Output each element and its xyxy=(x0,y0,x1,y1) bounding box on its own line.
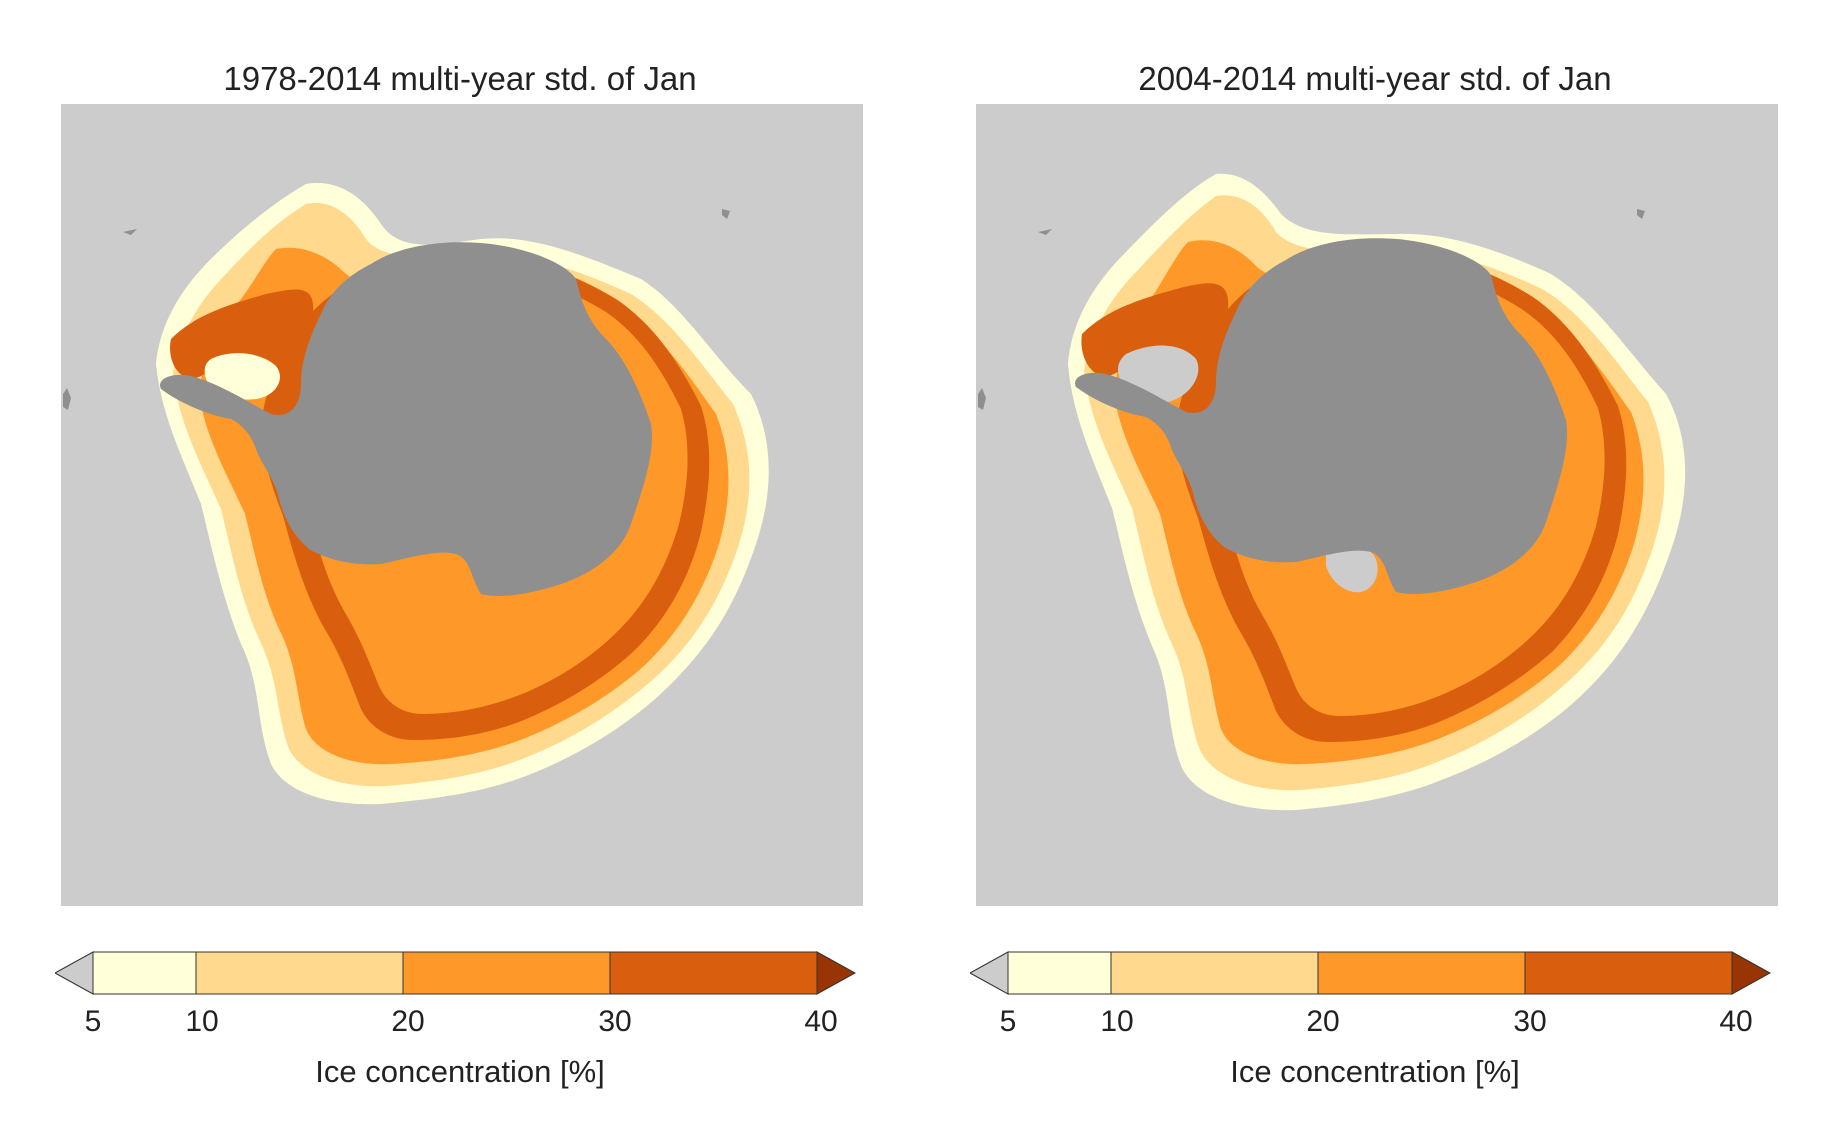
right-colorbar xyxy=(970,951,1772,995)
colorbar-tick: 5 xyxy=(999,1005,1017,1038)
colorbar-bin-5-10 xyxy=(92,951,197,995)
colorbar-bin-10-20 xyxy=(195,951,404,995)
colorbar-bin-5-10 xyxy=(1007,951,1112,995)
colorbar-tick: 10 xyxy=(1100,1005,1134,1038)
colorbar-under-arrow xyxy=(55,951,94,995)
right-panel-title: 2004-2014 multi-year std. of Jan xyxy=(1138,60,1612,97)
antarctica-land xyxy=(1075,238,1567,594)
colorbar-tick: 30 xyxy=(598,1005,632,1038)
colorbar-under-arrow xyxy=(970,951,1009,995)
colorbar-bin-20-30 xyxy=(402,951,611,995)
island-1 xyxy=(1038,229,1052,235)
left-map xyxy=(61,104,863,906)
left-panel: 1978-2014 multi-year std. of Jan 5 10 20… xyxy=(55,0,865,1146)
colorbar-tick: 20 xyxy=(1306,1005,1340,1038)
ice-band-5-10-pocket xyxy=(204,353,280,400)
colorbar-tick: 5 xyxy=(84,1005,102,1038)
ice-band-30-40-west xyxy=(1081,283,1229,377)
island-1 xyxy=(123,229,137,235)
antarctica-land xyxy=(160,242,652,596)
colorbar-tick: 40 xyxy=(804,1005,838,1038)
colorbar-tick: 30 xyxy=(1513,1005,1547,1038)
colorbar-bin-10-20 xyxy=(1110,951,1319,995)
colorbar-bin-20-30 xyxy=(1317,951,1526,995)
colorbar-over-arrow xyxy=(816,951,857,995)
left-panel-title: 1978-2014 multi-year std. of Jan xyxy=(223,60,697,97)
colorbar-tick: 40 xyxy=(1719,1005,1753,1038)
ice-band-30-40-west xyxy=(170,289,314,379)
right-panel: 2004-2014 multi-year std. of Jan 5 10 20… xyxy=(970,0,1780,1146)
colorbar-over-arrow xyxy=(1731,951,1772,995)
colorbar-bin-30-40 xyxy=(609,951,818,995)
colorbar-label: Ice concentration [%] xyxy=(315,1054,605,1089)
island-2 xyxy=(1637,209,1645,219)
left-colorbar xyxy=(55,951,857,995)
colorbar-bin-30-40 xyxy=(1524,951,1733,995)
colorbar-tick: 10 xyxy=(185,1005,219,1038)
right-map xyxy=(976,104,1778,906)
island-3 xyxy=(63,388,71,410)
open-water-pocket-ross xyxy=(1326,542,1378,593)
colorbar-tick: 20 xyxy=(391,1005,425,1038)
colorbar-label: Ice concentration [%] xyxy=(1230,1054,1520,1089)
island-2 xyxy=(722,209,730,219)
island-3 xyxy=(978,388,986,410)
